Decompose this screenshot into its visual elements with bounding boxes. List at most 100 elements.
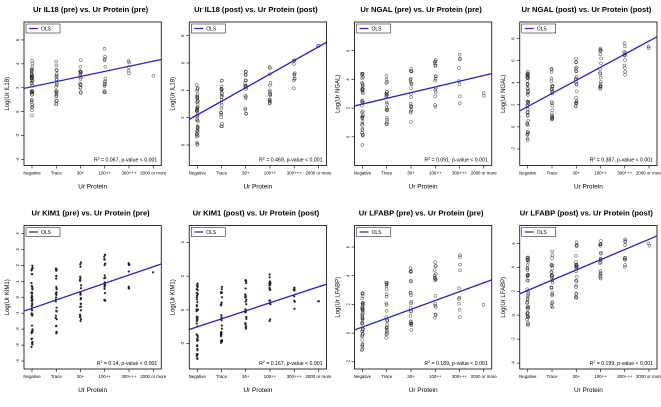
data-point xyxy=(526,278,530,283)
data-point xyxy=(220,327,224,330)
data-point xyxy=(220,331,223,334)
data-point xyxy=(458,315,462,319)
data-point xyxy=(458,268,462,273)
y-tick-label: -3 xyxy=(15,343,20,347)
data-point xyxy=(195,291,199,295)
data-point xyxy=(433,303,437,308)
data-point xyxy=(30,76,34,81)
data-point xyxy=(574,296,579,300)
x-tick-label: Negative xyxy=(23,171,41,176)
data-point xyxy=(360,73,364,77)
data-point xyxy=(526,130,530,135)
data-point xyxy=(408,269,413,274)
data-point xyxy=(267,101,272,105)
data-point xyxy=(433,74,438,78)
data-point xyxy=(458,255,462,259)
scatter-points xyxy=(360,52,486,147)
data-point xyxy=(574,69,579,74)
data-point xyxy=(220,121,224,126)
annotation-superscript: 2 xyxy=(98,157,100,161)
data-point xyxy=(79,298,82,301)
data-point xyxy=(195,298,199,301)
data-point xyxy=(550,115,554,120)
data-point xyxy=(482,93,486,98)
data-point xyxy=(31,264,34,267)
data-point xyxy=(55,296,58,299)
data-point xyxy=(385,80,389,84)
data-point xyxy=(268,299,272,302)
annotation-text: = 0.199, p-value < 0.001 xyxy=(595,361,653,367)
x-tick-label: 2000 or more xyxy=(140,171,167,176)
y-tick-label: 4 xyxy=(511,81,516,84)
data-point xyxy=(293,300,296,303)
y-axis-label: Log(Ur LFABP) xyxy=(336,277,342,318)
plot-frame xyxy=(23,21,162,166)
data-point xyxy=(127,71,131,76)
data-point xyxy=(360,110,364,115)
annotation-text: = 0.067, p-value < 0.001 xyxy=(100,158,158,164)
data-point xyxy=(195,134,199,139)
data-point xyxy=(409,328,414,332)
data-point xyxy=(243,72,248,77)
data-point xyxy=(194,132,199,137)
y-tick-label: -2 xyxy=(15,327,20,331)
data-point xyxy=(361,84,365,88)
data-point xyxy=(384,309,389,313)
data-point xyxy=(30,105,34,110)
x-tick-label: 100++ xyxy=(429,171,442,176)
data-point xyxy=(195,92,200,96)
data-point xyxy=(78,69,83,74)
data-point xyxy=(78,82,82,86)
data-point xyxy=(127,270,130,273)
data-point xyxy=(220,288,223,291)
data-point xyxy=(525,294,530,298)
data-point xyxy=(408,319,413,323)
data-point xyxy=(103,287,106,290)
x-tick-label: 30+ xyxy=(407,171,415,176)
data-point xyxy=(54,90,59,95)
data-point xyxy=(245,298,248,301)
x-tick-label: Trace xyxy=(216,171,228,176)
data-point xyxy=(30,104,35,109)
data-point xyxy=(360,80,364,85)
chart-panel-2: Ur IL18 (post) vs. Ur Protein (post) 0 2 4 6… xyxy=(170,5,332,191)
plot-frame xyxy=(519,21,658,166)
data-point xyxy=(384,292,389,296)
data-point xyxy=(79,275,82,278)
data-point xyxy=(361,332,365,336)
x-tick-label: Trace xyxy=(216,374,228,379)
y-tick-label: 6 xyxy=(511,242,516,245)
data-point xyxy=(549,263,554,267)
data-point xyxy=(433,103,437,107)
data-point xyxy=(219,106,224,111)
data-point xyxy=(408,291,413,295)
data-point xyxy=(384,332,389,337)
data-point xyxy=(433,59,438,64)
y-tick-label: 0 xyxy=(346,331,351,334)
data-point xyxy=(30,72,34,77)
data-point xyxy=(434,313,438,317)
data-point xyxy=(30,345,33,349)
data-point xyxy=(269,281,272,285)
annotation-text: = 0.167, p-value < 0.001 xyxy=(265,361,323,367)
data-point xyxy=(550,249,554,254)
data-point xyxy=(195,319,199,323)
chart-panel-5: Ur KIM1 (pre) vs. Ur Protein (pre) -4 -3 -2… xyxy=(5,209,167,395)
data-point xyxy=(598,71,602,76)
data-point xyxy=(245,303,248,306)
data-point xyxy=(55,269,58,272)
data-point xyxy=(196,344,199,347)
data-point xyxy=(385,117,389,122)
data-point xyxy=(573,101,578,105)
x-tick-label: 2000 or more xyxy=(636,171,661,176)
data-point xyxy=(30,273,33,276)
data-point xyxy=(79,318,83,321)
data-point xyxy=(409,81,414,86)
data-point xyxy=(526,110,530,114)
data-point xyxy=(574,285,578,289)
y-tick-label: 2 xyxy=(15,264,20,267)
data-point xyxy=(598,75,603,80)
data-point xyxy=(409,323,414,328)
data-point xyxy=(30,281,33,285)
y-axis-label: Log(Ur KIM1) xyxy=(170,279,176,315)
